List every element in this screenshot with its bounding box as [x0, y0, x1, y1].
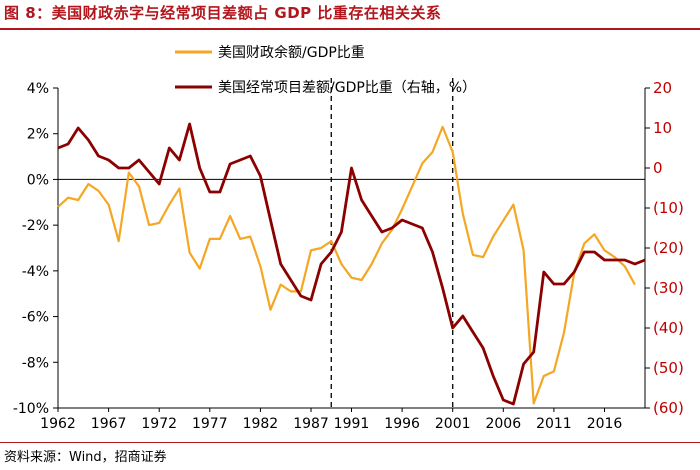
left-tick-label: -2% [22, 218, 49, 234]
x-tick-label: 2011 [536, 416, 572, 432]
x-tick-label: 2001 [435, 416, 471, 432]
left-tick-label: -8% [22, 355, 49, 371]
x-tick-label: 1972 [141, 416, 177, 432]
x-tick-label: 1977 [192, 416, 228, 432]
left-tick-label: -4% [22, 264, 49, 280]
legend-label-current-account: 美国经常项目差额/GDP比重（右轴，%） [218, 80, 476, 96]
right-tick-label: (10) [653, 199, 684, 217]
left-tick-label: 4% [27, 81, 49, 97]
series-lines [57, 122, 646, 406]
right-tick-label: 10 [653, 119, 672, 137]
series-line-fiscal-balance [57, 125, 636, 405]
series-line-current-account [57, 122, 646, 406]
x-tick-label: 1962 [40, 416, 76, 432]
axes-group: 4% 2% 0% -2% -4% -6% -8% -10% 20 10 0 (10) (20) (30) (… [13, 78, 684, 432]
x-tick-label: 2006 [485, 416, 521, 432]
left-tick-label: 2% [27, 127, 49, 143]
x-tick-label: 1982 [243, 416, 279, 432]
legend-label-fiscal-balance: 美国财政余额/GDP比重 [218, 44, 365, 61]
right-tick-label: (40) [653, 319, 684, 337]
right-tick-label: (20) [653, 239, 684, 257]
source-note: 资料来源：Wind，招商证券 [4, 450, 167, 465]
x-tick-label: 1996 [384, 416, 420, 432]
source-rule [0, 442, 700, 443]
left-tick-label: -10% [13, 401, 49, 417]
left-tick-label: 0% [27, 172, 49, 188]
right-tick-label: 20 [653, 79, 672, 97]
chart: 4% 2% 0% -2% -4% -6% -8% -10% 20 10 0 (10) (20) (30) (… [13, 44, 684, 432]
right-tick-label: (30) [653, 279, 684, 297]
right-tick-label: 0 [653, 159, 663, 177]
x-tick-label: 1991 [334, 416, 370, 432]
left-tick-label: -6% [22, 310, 49, 326]
chart-title: 图 8：美国财政赤字与经常项目差额占 GDP 比重存在相关关系 [4, 4, 442, 22]
title-rule [0, 28, 700, 30]
x-tick-label: 1987 [293, 416, 329, 432]
right-tick-label: (50) [653, 359, 684, 377]
x-tick-label: 2016 [587, 416, 623, 432]
x-tick-label: 1967 [91, 416, 127, 432]
right-tick-label: (60) [653, 399, 684, 417]
